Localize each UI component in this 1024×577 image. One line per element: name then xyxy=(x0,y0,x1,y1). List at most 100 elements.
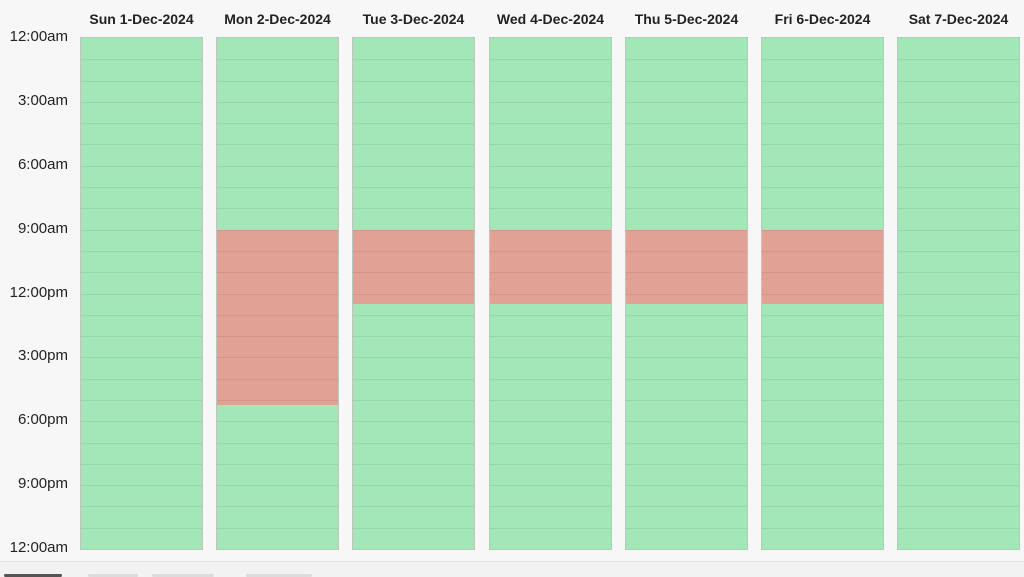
time-label: 12:00am xyxy=(9,539,68,556)
availability-slot[interactable] xyxy=(625,37,748,550)
busy-block[interactable] xyxy=(353,229,474,305)
time-label: 12:00am xyxy=(9,28,68,45)
hour-gridline xyxy=(762,421,883,423)
availability-slot[interactable] xyxy=(897,37,1020,550)
hour-gridline xyxy=(353,527,474,529)
day-column: Wed 4-Dec-2024 xyxy=(489,0,612,576)
hour-gridline xyxy=(353,59,474,61)
hour-gridline xyxy=(81,187,202,189)
hour-gridline xyxy=(353,101,474,103)
day-column: Tue 3-Dec-2024 xyxy=(352,0,475,576)
hour-gridline xyxy=(898,250,1019,252)
time-label: 3:00pm xyxy=(17,347,68,365)
day-header[interactable]: Thu 5-Dec-2024 xyxy=(634,11,739,27)
hour-gridline xyxy=(898,357,1019,359)
busy-block[interactable] xyxy=(217,229,338,406)
availability-slot[interactable] xyxy=(489,37,612,550)
hour-gridline xyxy=(217,421,338,423)
hour-gridline xyxy=(81,250,202,252)
hour-gridline xyxy=(762,123,883,125)
time-label: 6:00pm xyxy=(17,411,68,429)
hour-gridline xyxy=(81,506,202,508)
day-header[interactable]: Fri 6-Dec-2024 xyxy=(774,11,871,27)
hour-gridline xyxy=(353,165,474,167)
busy-block[interactable] xyxy=(490,229,611,305)
availability-slot[interactable] xyxy=(80,37,203,550)
hour-gridline xyxy=(490,59,611,61)
hour-gridline xyxy=(353,80,474,82)
hour-gridline xyxy=(762,165,883,167)
hour-gridline xyxy=(81,357,202,359)
hour-gridline xyxy=(81,442,202,444)
time-label: 9:00pm xyxy=(17,475,68,493)
day-header[interactable]: Wed 4-Dec-2024 xyxy=(496,11,605,27)
hour-gridline xyxy=(626,336,747,338)
busy-block[interactable] xyxy=(762,229,883,305)
hour-gridline xyxy=(626,399,747,401)
hour-gridline xyxy=(217,80,338,82)
hour-gridline xyxy=(626,527,747,529)
time-label: 3:00am xyxy=(17,91,68,109)
hour-gridline xyxy=(898,123,1019,125)
availability-slot[interactable] xyxy=(352,37,475,550)
day-column: Thu 5-Dec-2024 xyxy=(625,0,748,576)
hour-gridline xyxy=(490,101,611,103)
day-header[interactable]: Sat 7-Dec-2024 xyxy=(908,11,1009,27)
day-column: Sun 1-Dec-2024 xyxy=(80,0,203,576)
availability-slot[interactable] xyxy=(216,37,339,550)
hour-gridline xyxy=(490,378,611,380)
time-label: 9:00am xyxy=(17,219,68,237)
bottom-tab-bar xyxy=(0,561,1024,577)
hour-gridline xyxy=(81,293,202,295)
day-header[interactable]: Sun 1-Dec-2024 xyxy=(89,11,194,27)
hour-gridline xyxy=(81,527,202,529)
hour-gridline xyxy=(490,314,611,316)
hour-gridline xyxy=(490,208,611,210)
hour-gridline xyxy=(626,485,747,487)
day-header[interactable]: Mon 2-Dec-2024 xyxy=(224,11,331,27)
time-axis: 12:00am 3:00am 6:00am 9:00am 12:00pm 3:00pm 6:… xyxy=(0,0,74,576)
hour-gridline xyxy=(217,506,338,508)
hour-gridline xyxy=(762,208,883,210)
hour-gridline xyxy=(898,421,1019,423)
availability-slot[interactable] xyxy=(761,37,884,550)
hour-gridline xyxy=(626,208,747,210)
hour-gridline xyxy=(626,80,747,82)
hour-gridline xyxy=(898,208,1019,210)
hour-gridline xyxy=(898,314,1019,316)
hour-gridline xyxy=(762,442,883,444)
hour-gridline xyxy=(762,187,883,189)
hour-gridline xyxy=(81,314,202,316)
hour-gridline xyxy=(898,399,1019,401)
day-header[interactable]: Tue 3-Dec-2024 xyxy=(362,11,465,27)
hour-gridline xyxy=(353,208,474,210)
hour-gridline xyxy=(81,144,202,146)
day-column: Sat 7-Dec-2024 xyxy=(897,0,1020,576)
hour-gridline xyxy=(898,272,1019,274)
hour-gridline xyxy=(490,165,611,167)
hour-gridline xyxy=(81,165,202,167)
hour-gridline xyxy=(898,293,1019,295)
hour-gridline xyxy=(898,506,1019,508)
hour-gridline xyxy=(81,399,202,401)
hour-gridline xyxy=(490,527,611,529)
hour-gridline xyxy=(81,59,202,61)
busy-block[interactable] xyxy=(626,229,747,305)
hour-gridline xyxy=(81,101,202,103)
hour-gridline xyxy=(762,378,883,380)
hour-gridline xyxy=(490,357,611,359)
hour-gridline xyxy=(81,272,202,274)
hour-gridline xyxy=(626,144,747,146)
hour-gridline xyxy=(490,399,611,401)
hour-gridline xyxy=(490,506,611,508)
hour-gridline xyxy=(626,187,747,189)
hour-gridline xyxy=(626,59,747,61)
hour-gridline xyxy=(217,463,338,465)
hour-gridline xyxy=(898,144,1019,146)
hour-gridline xyxy=(898,463,1019,465)
hour-gridline xyxy=(762,336,883,338)
hour-gridline xyxy=(490,442,611,444)
hour-gridline xyxy=(898,59,1019,61)
hour-gridline xyxy=(353,506,474,508)
hour-gridline xyxy=(898,442,1019,444)
